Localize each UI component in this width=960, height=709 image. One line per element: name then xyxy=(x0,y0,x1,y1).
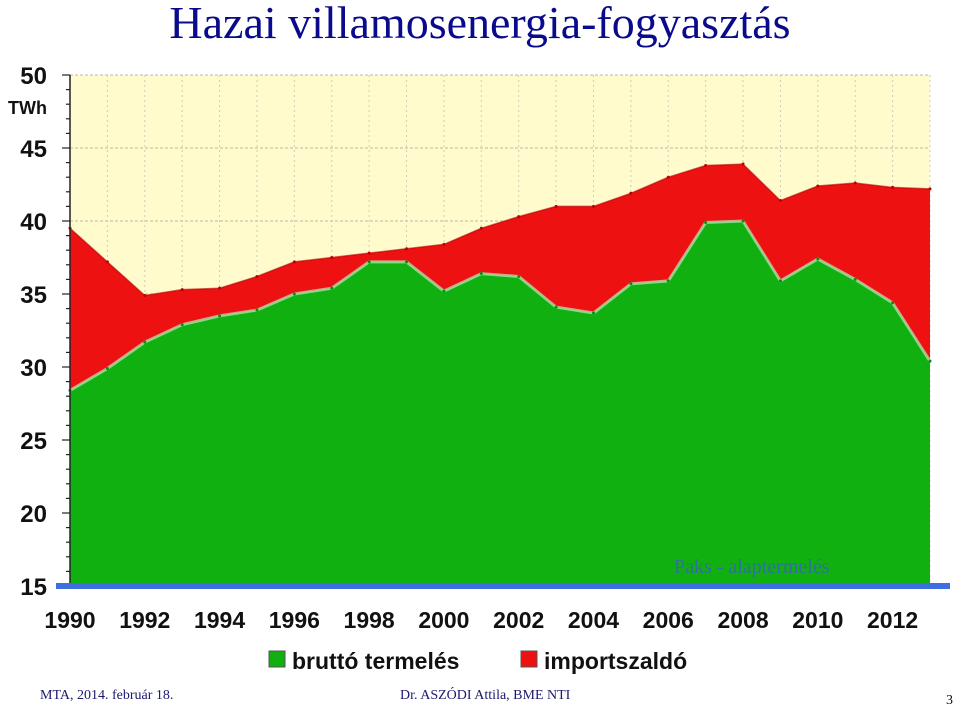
x-tick-label: 2004 xyxy=(568,607,619,633)
point-brutto-termeles xyxy=(517,274,521,278)
point-brutto-termeles xyxy=(704,220,708,224)
point-brutto-termeles xyxy=(666,279,670,283)
point-brutto-termeles xyxy=(218,314,222,318)
point-brutto-termeles xyxy=(554,305,558,309)
y-tick-label: 50 xyxy=(20,63,47,90)
point-importszaldo xyxy=(666,175,670,179)
x-tick-label: 1994 xyxy=(194,607,245,633)
x-tick-label: 2012 xyxy=(867,607,918,633)
stacked-areas xyxy=(68,162,932,586)
point-brutto-termeles xyxy=(180,323,184,327)
point-brutto-termeles xyxy=(405,260,409,264)
x-tick-label: 1992 xyxy=(119,607,170,633)
y-tick-label: 30 xyxy=(20,355,47,382)
point-importszaldo xyxy=(629,191,633,195)
y-axis-label: TWh xyxy=(8,98,47,118)
x-tick-label: 1998 xyxy=(344,607,395,633)
y-tick-label: 40 xyxy=(20,209,47,236)
point-brutto-termeles xyxy=(442,289,446,293)
point-importszaldo xyxy=(816,184,820,188)
point-importszaldo xyxy=(180,288,184,292)
point-brutto-termeles xyxy=(741,219,745,223)
point-importszaldo xyxy=(218,286,222,290)
point-brutto-termeles xyxy=(591,311,595,315)
legend-swatch-import xyxy=(520,650,538,668)
footer-event-date: MTA, 2014. február 18. xyxy=(40,688,174,703)
point-importszaldo xyxy=(591,204,595,208)
point-importszaldo xyxy=(778,199,782,203)
point-brutto-termeles xyxy=(853,277,857,281)
point-importszaldo xyxy=(405,247,409,251)
x-tick-label: 2010 xyxy=(792,607,843,633)
x-tick-label: 2002 xyxy=(493,607,544,633)
point-brutto-termeles xyxy=(891,301,895,305)
point-brutto-termeles xyxy=(479,272,483,276)
x-tick-label: 1996 xyxy=(269,607,320,633)
point-importszaldo xyxy=(853,181,857,185)
point-brutto-termeles xyxy=(143,340,147,344)
point-importszaldo xyxy=(143,293,147,297)
point-brutto-termeles xyxy=(255,308,259,312)
y-axis-ticks: 15 20 25 30 35 40 45 50 xyxy=(20,63,47,601)
point-importszaldo xyxy=(367,251,371,255)
point-brutto-termeles xyxy=(292,292,296,296)
paks-baseline-bar xyxy=(56,583,950,589)
point-brutto-termeles xyxy=(629,282,633,286)
point-brutto-termeles xyxy=(816,257,820,261)
y-tick-label: 35 xyxy=(20,282,47,309)
point-brutto-termeles xyxy=(330,286,334,290)
y-tick-label: 25 xyxy=(20,428,47,455)
axes xyxy=(56,74,950,589)
point-brutto-termeles xyxy=(778,279,782,283)
point-importszaldo xyxy=(292,260,296,264)
legend-label-production: bruttó termelés xyxy=(292,648,459,674)
point-importszaldo xyxy=(928,187,932,191)
point-importszaldo xyxy=(741,162,745,166)
y-tick-label: 45 xyxy=(20,136,47,163)
point-importszaldo xyxy=(255,274,259,278)
point-importszaldo xyxy=(479,226,483,230)
legend-swatch-production xyxy=(268,650,286,668)
y-tick-label: 20 xyxy=(20,501,47,528)
legend: bruttó termelés importszaldó xyxy=(268,648,687,674)
footer-author: Dr. ASZÓDI Attila, BME NTI xyxy=(400,688,571,703)
x-tick-label: 1990 xyxy=(44,607,95,633)
x-tick-label: 2000 xyxy=(418,607,469,633)
point-brutto-termeles xyxy=(367,260,371,264)
slide-title: Hazai villamosenergia-fogyasztás xyxy=(169,0,791,48)
point-importszaldo xyxy=(105,260,109,264)
point-importszaldo xyxy=(330,256,334,259)
x-tick-label: 2008 xyxy=(717,607,768,633)
point-importszaldo xyxy=(442,242,446,246)
x-tick-label: 2006 xyxy=(643,607,694,633)
x-axis-ticks: 1990 1992 1994 1996 1998 2000 2002 2004 2006 2008… xyxy=(44,607,918,633)
importszaldo-edge xyxy=(69,163,931,297)
area-brutto-termeles xyxy=(70,221,930,586)
paks-annotation: Paks - alaptermelés xyxy=(674,556,830,578)
point-importszaldo xyxy=(554,204,558,208)
page-number: 3 xyxy=(946,693,953,708)
point-importszaldo xyxy=(891,185,895,189)
point-brutto-termeles xyxy=(928,359,932,363)
paks-annotation-text: Paks - alaptermelés xyxy=(674,556,830,578)
point-brutto-termeles xyxy=(105,366,109,370)
y-tick-label: 15 xyxy=(20,574,47,601)
production-highlight xyxy=(69,219,932,392)
legend-label-import: importszaldó xyxy=(544,648,687,674)
point-importszaldo xyxy=(517,215,521,219)
point-importszaldo xyxy=(704,164,708,168)
